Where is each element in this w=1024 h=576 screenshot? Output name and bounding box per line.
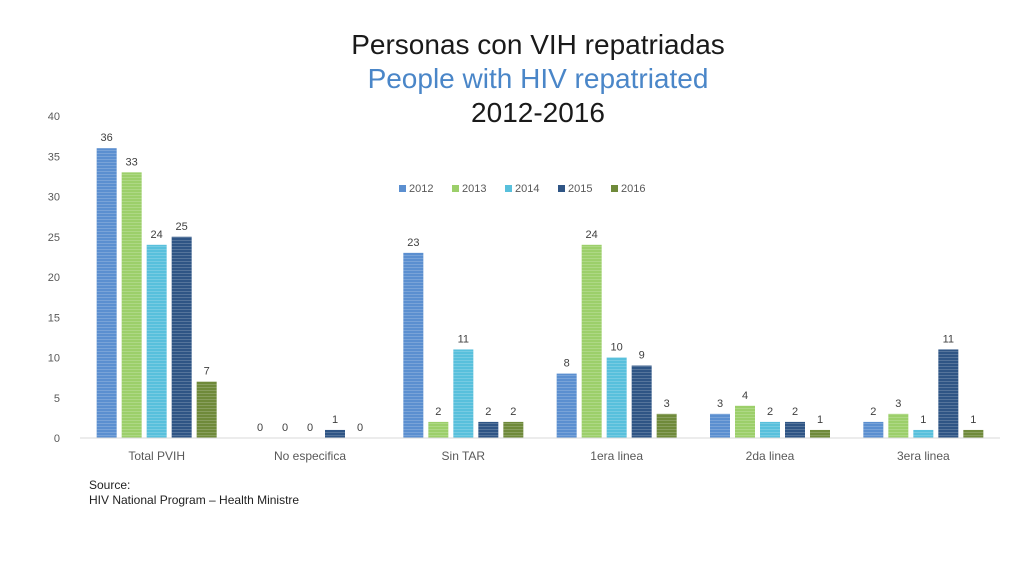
x-category-label: 3era linea — [897, 449, 950, 463]
data-label: 2 — [767, 406, 773, 418]
legend-label: 2016 — [621, 183, 645, 195]
legend-swatch — [399, 185, 406, 192]
bar-texture — [428, 421, 449, 438]
legend-label: 2014 — [515, 183, 539, 195]
y-tick-label: 5 — [54, 393, 60, 405]
bar-texture — [96, 148, 117, 438]
bar-texture — [810, 429, 830, 438]
bar-texture — [785, 421, 805, 438]
y-tick-label: 10 — [48, 353, 60, 365]
data-label: 0 — [307, 422, 313, 434]
data-label: 1 — [970, 414, 976, 426]
data-label: 24 — [151, 229, 163, 241]
x-category-label: Sin TAR — [442, 449, 486, 463]
source-label: Source: — [89, 478, 131, 492]
data-label: 1 — [920, 414, 926, 426]
data-label: 0 — [257, 422, 263, 434]
bar-texture — [963, 429, 984, 438]
data-label: 36 — [101, 132, 113, 144]
legend-label: 2013 — [462, 183, 486, 195]
data-label: 1 — [817, 414, 823, 426]
data-label: 3 — [895, 398, 901, 410]
data-label: 8 — [564, 358, 570, 370]
y-tick-label: 30 — [48, 192, 60, 204]
x-category-label: Total PVIH — [128, 449, 185, 463]
bar-texture — [478, 421, 499, 438]
data-label: 0 — [357, 422, 363, 434]
chart-title-es: Personas con VIH repatriadas — [351, 29, 725, 60]
bar-texture — [453, 349, 474, 438]
data-label: 7 — [204, 366, 210, 378]
data-label: 4 — [742, 390, 748, 402]
bar-texture — [403, 252, 424, 438]
bar-texture — [938, 349, 959, 438]
data-label: 10 — [611, 342, 623, 354]
chart-title-years: 2012-2016 — [471, 97, 605, 128]
x-category-label: 2da linea — [746, 449, 795, 463]
legend-swatch — [505, 185, 512, 192]
legend-swatch — [452, 185, 459, 192]
bar-texture — [656, 413, 677, 438]
y-tick-label: 40 — [48, 111, 60, 123]
legend-swatch — [558, 185, 565, 192]
source-text: HIV National Program – Health Ministre — [89, 493, 300, 507]
bar-texture — [735, 405, 755, 438]
bar-texture — [146, 244, 167, 438]
bar-texture — [710, 413, 730, 438]
bar-texture — [606, 357, 627, 438]
y-tick-label: 25 — [48, 232, 60, 244]
bar-texture — [913, 429, 934, 438]
data-label: 33 — [126, 156, 138, 168]
data-label: 0 — [282, 422, 288, 434]
data-label: 3 — [717, 398, 723, 410]
x-category-label: No especifica — [274, 449, 346, 463]
chart-title-block: Personas con VIH repatriadas People with… — [0, 28, 1024, 130]
legend-label: 2012 — [409, 183, 433, 195]
legend-label: 2015 — [568, 183, 592, 195]
y-axis: 0 5 10 15 20 25 30 35 40 — [48, 111, 60, 445]
y-tick-label: 35 — [48, 151, 60, 163]
data-label: 3 — [664, 398, 670, 410]
data-label: 23 — [407, 237, 419, 249]
data-label: 2 — [792, 406, 798, 418]
y-tick-label: 15 — [48, 312, 60, 324]
data-label: 24 — [586, 229, 598, 241]
x-category-label: 1era linea — [590, 449, 643, 463]
data-label: 2 — [485, 406, 491, 418]
data-label: 2 — [870, 406, 876, 418]
data-label: 25 — [176, 221, 188, 233]
bar-texture — [581, 244, 602, 438]
bar-texture — [888, 413, 909, 438]
data-label: 11 — [458, 333, 469, 345]
legend: 2012 2013 2014 2015 2016 — [399, 183, 645, 195]
data-label: 9 — [639, 350, 645, 362]
chart-title-en: People with HIV repatriated — [367, 63, 709, 94]
bar-texture — [760, 421, 780, 438]
data-label: 2 — [510, 406, 516, 418]
legend-swatch — [611, 185, 618, 192]
bar-texture — [171, 236, 192, 438]
bar-texture — [196, 381, 217, 438]
bar-texture — [631, 365, 652, 438]
x-axis: Total PVIH No especifica Sin TAR 1era linea… — [80, 437, 1000, 463]
bar-texture — [503, 421, 524, 438]
data-label: 1 — [332, 414, 338, 426]
bar-texture — [556, 373, 577, 438]
y-tick-label: 20 — [48, 272, 60, 284]
y-tick-label: 0 — [54, 433, 60, 445]
bar-texture — [121, 172, 142, 438]
data-label: 2 — [435, 406, 441, 418]
data-label: 11 — [943, 333, 954, 345]
bar-texture — [325, 429, 345, 438]
bar-texture — [863, 421, 884, 438]
source-note: Source: HIV National Program – Health Mi… — [89, 478, 299, 508]
